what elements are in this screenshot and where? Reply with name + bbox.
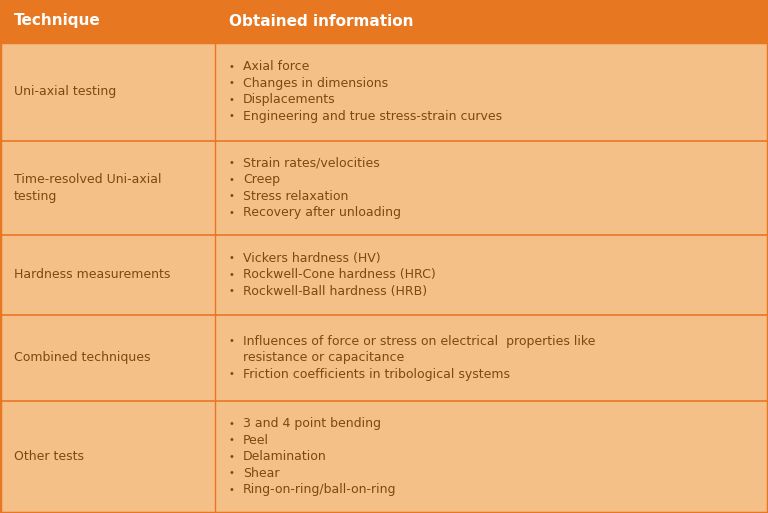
Text: Recovery after unloading: Recovery after unloading: [243, 206, 401, 219]
Text: •: •: [229, 62, 235, 72]
Text: Delamination: Delamination: [243, 450, 326, 463]
Bar: [0, 42, 768, 141]
Text: Technique: Technique: [14, 13, 101, 29]
Bar: [0, 401, 768, 513]
Text: •: •: [229, 468, 235, 478]
Text: Strain rates/velocities: Strain rates/velocities: [243, 156, 379, 170]
Text: •: •: [229, 208, 235, 218]
Text: Obtained information: Obtained information: [229, 13, 413, 29]
Text: •: •: [229, 436, 235, 445]
Text: Changes in dimensions: Changes in dimensions: [243, 77, 388, 90]
Text: resistance or capacitance: resistance or capacitance: [243, 351, 404, 364]
Text: Displacements: Displacements: [243, 93, 336, 106]
Text: Influences of force or stress on electrical  properties like: Influences of force or stress on electri…: [243, 335, 595, 348]
Text: Vickers hardness (HV): Vickers hardness (HV): [243, 252, 381, 265]
Text: Stress relaxation: Stress relaxation: [243, 190, 349, 203]
Text: •: •: [229, 485, 235, 495]
Text: •: •: [229, 111, 235, 121]
Text: Engineering and true stress-strain curves: Engineering and true stress-strain curve…: [243, 110, 502, 123]
Bar: [0, 315, 768, 401]
Text: •: •: [229, 78, 235, 88]
Text: •: •: [229, 253, 235, 263]
Text: Creep: Creep: [243, 173, 280, 186]
Text: Uni-axial testing: Uni-axial testing: [14, 85, 116, 98]
Text: •: •: [229, 369, 235, 379]
Bar: [0, 234, 768, 315]
Text: Axial force: Axial force: [243, 60, 310, 73]
Text: Rockwell-Cone hardness (HRC): Rockwell-Cone hardness (HRC): [243, 268, 435, 281]
Text: 3 and 4 point bending: 3 and 4 point bending: [243, 417, 381, 430]
Bar: [0, 0, 768, 42]
Text: •: •: [229, 270, 235, 280]
Text: •: •: [229, 419, 235, 429]
Text: Hardness measurements: Hardness measurements: [14, 268, 170, 281]
Text: Combined techniques: Combined techniques: [14, 351, 151, 364]
Text: Peel: Peel: [243, 434, 269, 447]
Text: Shear: Shear: [243, 467, 280, 480]
Text: •: •: [229, 452, 235, 462]
Bar: [0, 141, 768, 234]
Text: Friction coefficients in tribological systems: Friction coefficients in tribological sy…: [243, 368, 510, 381]
Text: •: •: [229, 286, 235, 297]
Text: •: •: [229, 95, 235, 105]
Text: Ring-on-ring/ball-on-ring: Ring-on-ring/ball-on-ring: [243, 483, 396, 496]
Text: •: •: [229, 191, 235, 201]
Text: •: •: [229, 174, 235, 185]
Text: •: •: [229, 158, 235, 168]
Text: Other tests: Other tests: [14, 450, 84, 463]
Text: Rockwell-Ball hardness (HRB): Rockwell-Ball hardness (HRB): [243, 285, 427, 298]
Text: •: •: [229, 337, 235, 346]
Text: Time-resolved Uni-axial
testing: Time-resolved Uni-axial testing: [14, 173, 161, 203]
